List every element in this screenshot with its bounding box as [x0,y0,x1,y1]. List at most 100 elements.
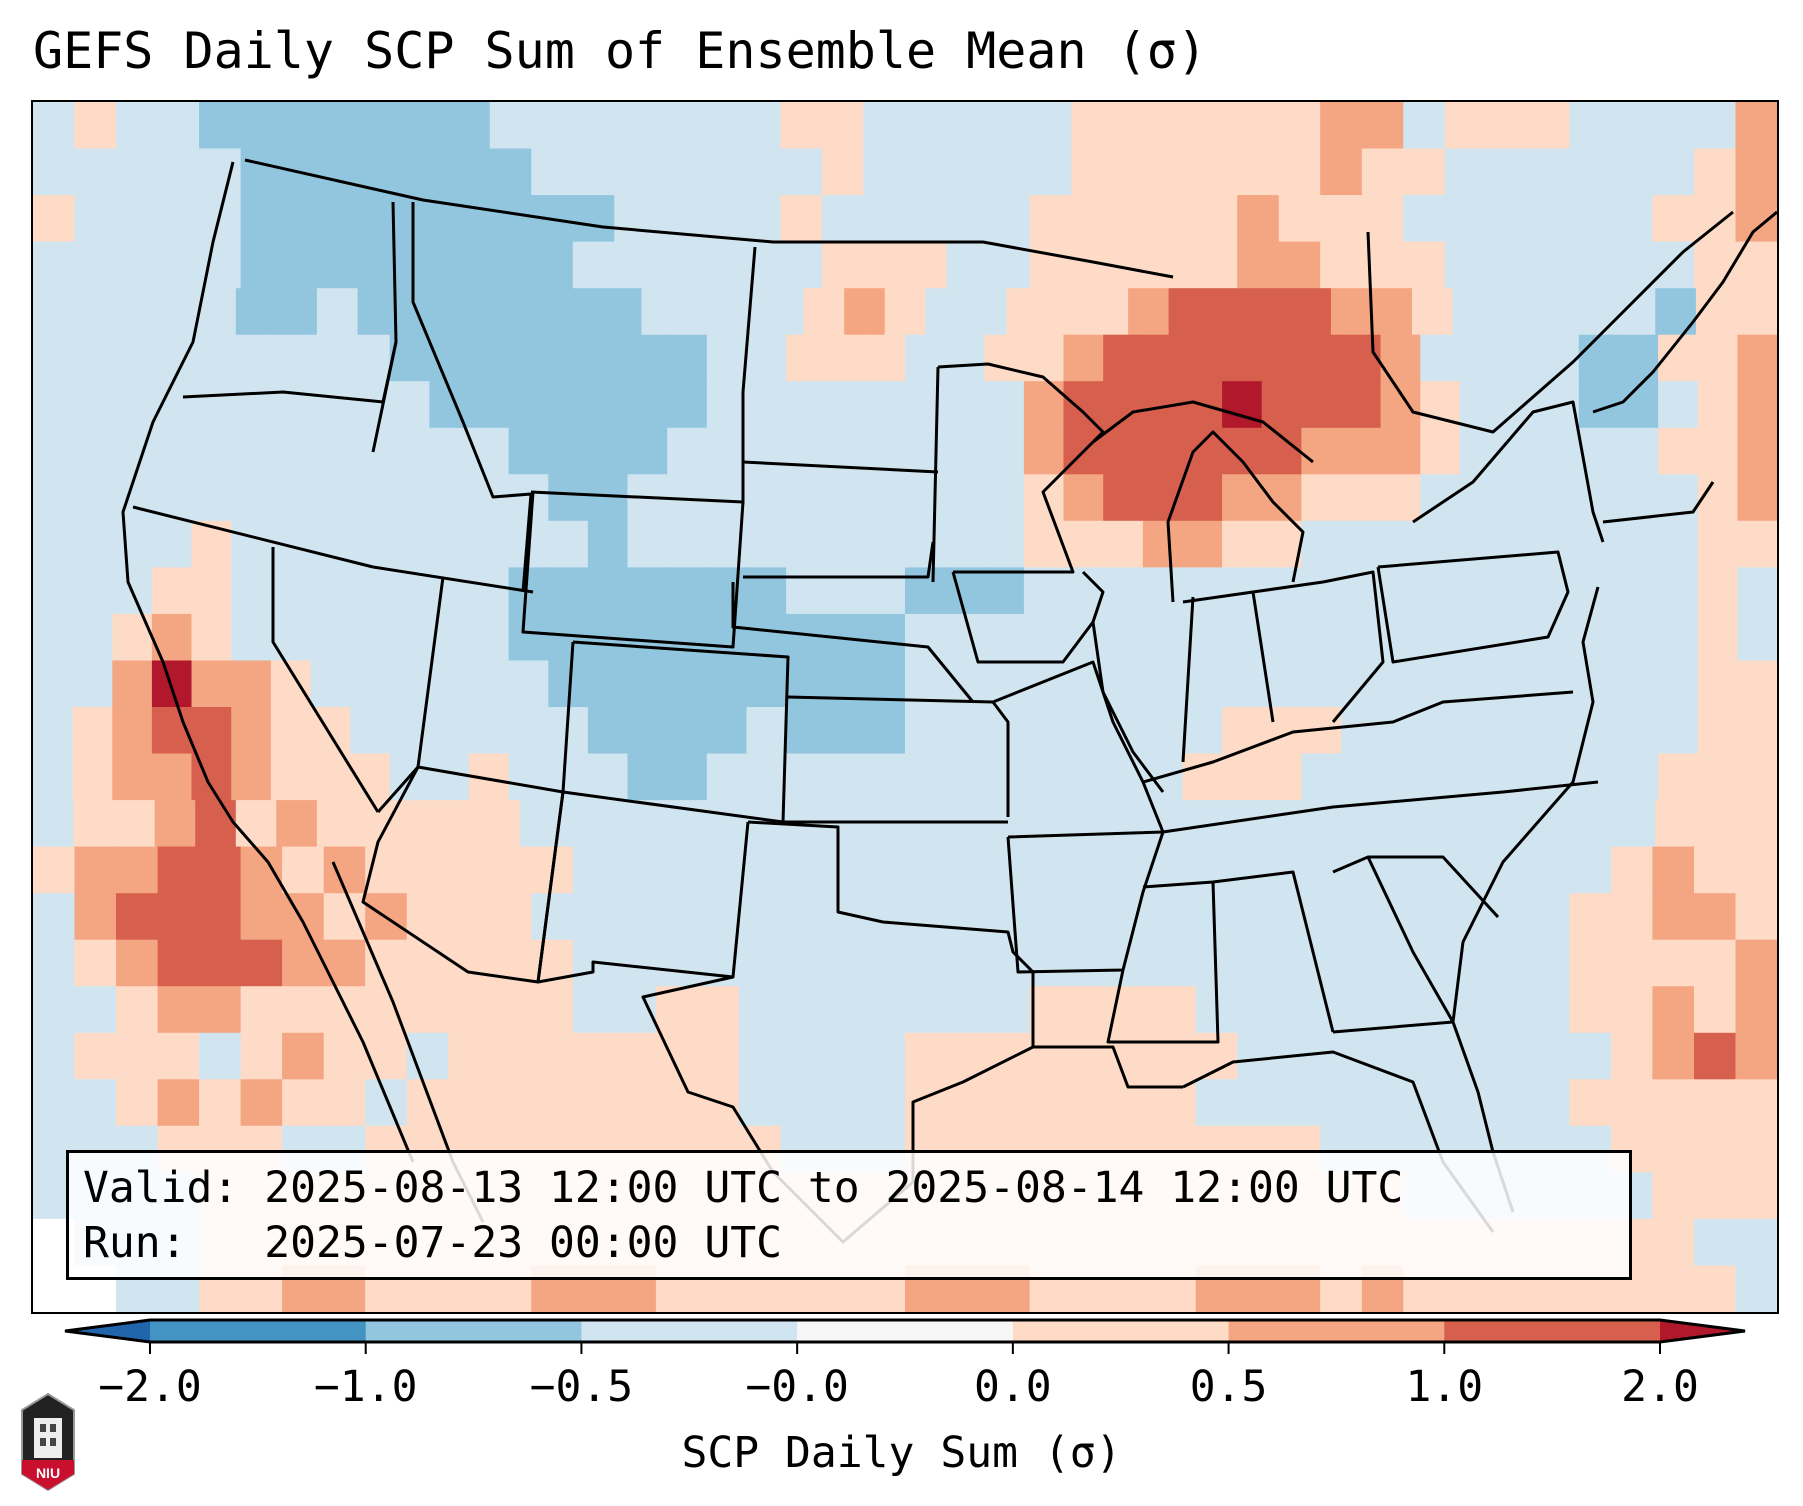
heatmap-cell [33,660,74,708]
heatmap-cell [1486,1032,1529,1081]
heatmap-cell [508,427,549,476]
heatmap-cell [1697,613,1739,662]
heatmap-cell [448,241,491,289]
heatmap-cell [389,520,431,569]
heatmap-cell [627,707,668,755]
heatmap-cell [1320,102,1363,150]
wa-or-border [182,341,398,404]
heatmap-cell [151,753,193,801]
heatmap-cell [627,381,668,429]
heatmap-cell [1697,520,1739,569]
heatmap-cell [323,1032,366,1081]
heatmap-cell [1499,660,1540,708]
heatmap-cell [1006,800,1048,848]
west-coastline [121,161,270,863]
us-canada-border [244,158,1174,279]
heatmap-cell [1063,753,1104,801]
nm-border [536,791,750,984]
heatmap-cell [531,1032,574,1081]
heatmap-cell [1736,288,1777,336]
pa-ny-border [1376,550,1570,664]
heatmap-cell [1168,288,1210,336]
heatmap-cell [863,1032,906,1081]
heatmap-cell [1694,1125,1737,1174]
heatmap-cell [191,660,232,708]
heatmap-cell [316,800,359,848]
heatmap-cell [406,102,449,150]
heatmap-cell [1071,1079,1114,1127]
heatmap-cell [1237,241,1280,289]
heatmap-cell [1195,148,1238,196]
colorbar-extend-high [1660,1320,1745,1342]
heatmap-cell [365,939,408,987]
heatmap-cell [863,241,906,289]
heatmap-cell [1403,1032,1446,1081]
heatmap-cell [863,1079,906,1127]
heatmap-cell [822,1032,865,1081]
heatmap-cell [786,381,827,429]
heatmap-cell [786,334,827,382]
heatmap-cell [1652,1079,1695,1127]
heatmap-cell [1610,102,1654,150]
heatmap-cell [1444,846,1488,894]
heatmap-cell [191,334,232,382]
heatmap-cell [469,660,510,708]
heatmap-cell [1071,1032,1114,1081]
heatmap-cell [1320,241,1363,289]
heatmap-cell [1610,986,1654,1034]
heatmap-cell [1618,567,1659,615]
heatmap-cell [1444,986,1488,1034]
heatmap-cell [1735,1218,1777,1267]
heatmap-cell [905,195,948,243]
heatmap-cell [1320,939,1363,987]
heatmap-cell [667,613,708,662]
heatmap-cell [398,800,440,848]
heatmap-cell [1380,474,1421,522]
heatmap-cell [738,939,782,987]
heatmap-cell [1737,381,1777,429]
heatmap-cell [587,474,629,522]
heatmap-cell [1023,753,1065,801]
heatmap-cell [1527,148,1571,196]
colorbar-bin [797,1320,1014,1342]
heatmap-cell [746,567,787,615]
colorbar-bin [1012,1320,1230,1342]
heatmap-cell [1278,846,1321,894]
heatmap-cell [1420,707,1461,755]
heatmap-cell [72,427,113,476]
heatmap-cell [1527,1079,1571,1127]
heatmap-cell [469,381,510,429]
heatmap-cell [822,1079,865,1127]
state-borders [121,158,1777,1244]
heatmap-cell [406,846,449,894]
heatmap-cell [1694,893,1737,941]
heatmap-cell [1539,567,1580,615]
heatmap-cell [1195,1079,1238,1127]
heatmap-cell [1499,334,1540,382]
heatmap-cell [697,148,740,196]
heatmap-cell [519,288,562,336]
heatmap-cell [1380,520,1421,569]
heatmap-cell [157,986,200,1034]
heatmap-cell [548,334,589,382]
heatmap-cell [1063,334,1104,382]
heatmap-cell [1737,474,1777,522]
heatmap-cell [667,520,708,569]
heatmap-cell [865,381,906,429]
heatmap-cell [1371,800,1413,848]
heatmap-cell [74,846,117,894]
heatmap-cell [116,241,159,289]
heatmap-cell [1341,474,1382,522]
heatmap-cell [1361,939,1405,987]
heatmap-cell [1735,846,1777,894]
heatmap-cell [429,520,470,569]
heatmap-cell [116,1032,159,1081]
colorbar-bin [150,1320,367,1342]
heatmap-cell [572,1079,616,1127]
heatmap-cell [1029,846,1072,894]
heatmap-cell [548,427,589,476]
heatmap-cell [270,474,312,522]
heatmap-cell [365,102,408,150]
heatmap-cell [822,195,865,243]
heatmap-cell [738,1079,782,1127]
